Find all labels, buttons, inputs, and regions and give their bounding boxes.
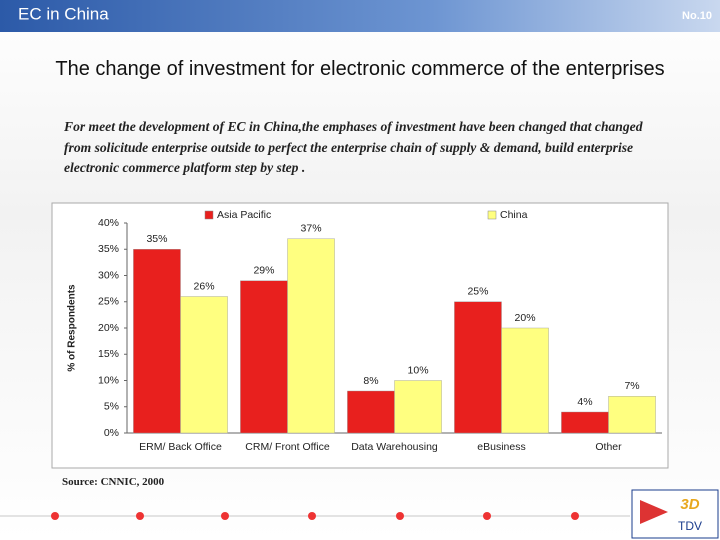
value-label: 7% (624, 380, 639, 392)
value-label: 26% (194, 280, 215, 292)
bar (133, 249, 181, 434)
value-label: 25% (467, 286, 488, 298)
header-bar (0, 0, 720, 32)
legend-label: Asia Pacific (217, 209, 271, 221)
value-label: 8% (363, 375, 378, 387)
y-tick-label: 10% (98, 374, 119, 386)
bar (501, 327, 549, 434)
logo-icon (640, 500, 668, 524)
x-tick-label: Data Warehousing (351, 441, 438, 453)
y-tick-label: 30% (98, 269, 119, 281)
y-tick-label: 35% (98, 243, 119, 255)
legend-swatch (487, 210, 497, 220)
y-axis-label: % of Respondents (67, 284, 78, 372)
bar (180, 296, 228, 434)
bar (561, 411, 609, 434)
y-tick-label: 25% (98, 296, 119, 308)
bar (394, 380, 442, 434)
title: The change of investment for electronic … (55, 58, 665, 80)
legend-swatch (204, 210, 214, 220)
value-label: 35% (146, 233, 167, 245)
y-tick-label: 0% (104, 427, 119, 439)
y-tick-label: 15% (98, 348, 119, 360)
bar (608, 396, 656, 434)
value-label: 20% (515, 312, 536, 324)
body-text: For meet the development of EC in China,… (64, 119, 643, 175)
value-label: 4% (577, 396, 592, 408)
header: EC in China (18, 4, 109, 23)
source: Source: CNNIC, 2000 (62, 476, 165, 488)
footer-stars (51, 512, 579, 520)
logo-text: TDV (678, 519, 702, 533)
legend-label: China (500, 209, 528, 221)
y-tick-label: 40% (98, 217, 119, 229)
bar (240, 280, 288, 434)
x-tick-label: ERM/ Back Office (139, 441, 222, 453)
x-tick-label: Other (595, 441, 622, 453)
page-number: No.10 (682, 10, 712, 22)
x-tick-label: CRM/ Front Office (245, 441, 330, 453)
y-tick-label: 5% (104, 401, 119, 413)
bar (347, 390, 395, 434)
value-label: 10% (408, 364, 429, 376)
bar (454, 301, 502, 434)
value-label: 37% (301, 223, 322, 235)
y-tick-label: 20% (98, 322, 119, 334)
bar (287, 238, 335, 434)
value-label: 29% (253, 265, 274, 277)
x-tick-label: eBusiness (477, 441, 526, 453)
logo-mark: 3D (680, 496, 699, 513)
